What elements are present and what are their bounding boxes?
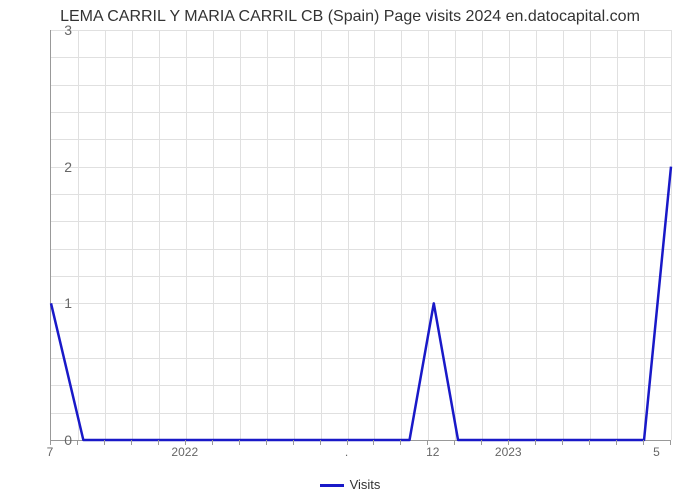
legend-swatch <box>320 484 344 487</box>
x-tick-minor <box>454 440 455 445</box>
y-tick-label: 1 <box>52 295 72 311</box>
x-tick-label: 12 <box>426 445 439 459</box>
x-tick-minor <box>239 440 240 445</box>
visits-chart: LEMA CARRIL Y MARIA CARRIL CB (Spain) Pa… <box>0 0 700 500</box>
y-tick-label: 2 <box>52 159 72 175</box>
x-tick-minor <box>589 440 590 445</box>
x-tick-minor <box>320 440 321 445</box>
x-tick-minor <box>104 440 105 445</box>
x-tick-minor <box>616 440 617 445</box>
chart-title: LEMA CARRIL Y MARIA CARRIL CB (Spain) Pa… <box>0 8 700 26</box>
x-tick-label: . <box>345 445 348 459</box>
x-tick-minor <box>562 440 563 445</box>
x-tick-minor <box>77 440 78 445</box>
x-tick-minor <box>670 440 671 445</box>
x-tick-minor <box>212 440 213 445</box>
y-tick-label: 0 <box>52 432 72 448</box>
y-tick-label: 3 <box>52 22 72 38</box>
x-tick-label: 5 <box>653 445 660 459</box>
plot-area <box>50 30 671 441</box>
line-series <box>51 30 671 440</box>
x-tick-label: 7 <box>47 445 54 459</box>
x-tick-minor <box>158 440 159 445</box>
x-tick-minor <box>535 440 536 445</box>
x-tick-minor <box>266 440 267 445</box>
x-tick-minor <box>400 440 401 445</box>
grid-v <box>671 30 672 440</box>
x-tick-minor <box>373 440 374 445</box>
x-tick-minor <box>293 440 294 445</box>
legend: Visits <box>0 477 700 492</box>
x-tick-minor <box>481 440 482 445</box>
x-tick-label: 2022 <box>171 445 198 459</box>
x-tick-label: 2023 <box>495 445 522 459</box>
x-tick-minor <box>131 440 132 445</box>
legend-label: Visits <box>350 477 381 492</box>
x-tick-minor <box>643 440 644 445</box>
